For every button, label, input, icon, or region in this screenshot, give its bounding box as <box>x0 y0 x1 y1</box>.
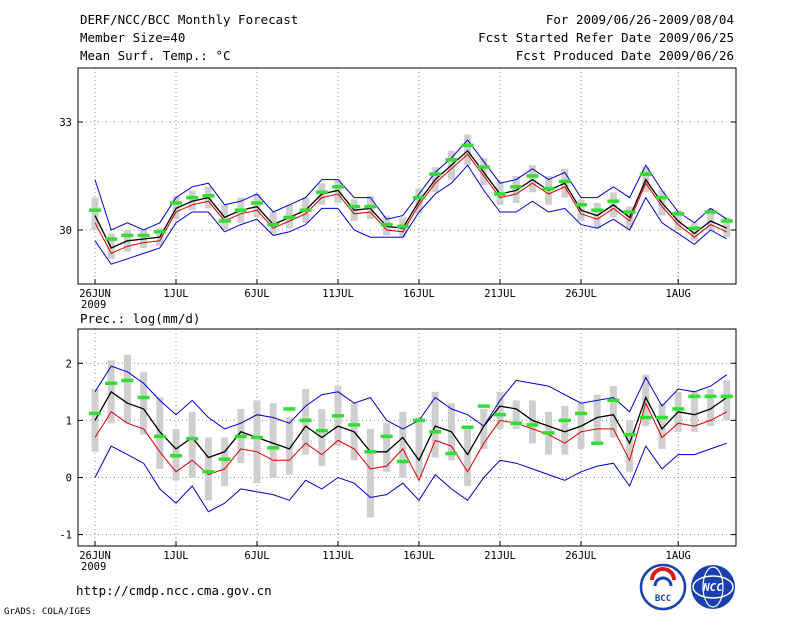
plot-frame <box>77 67 737 285</box>
x-tick-label: 6JUL <box>244 288 269 300</box>
range-bar <box>609 386 617 438</box>
upper-envelope-line <box>94 139 728 231</box>
range-bar <box>707 388 715 427</box>
range-bar <box>431 391 439 458</box>
upper-envelope-line <box>94 365 728 430</box>
ncc-logo-text: NCC <box>702 581 723 594</box>
x-tick-label: 1JUL <box>163 550 188 562</box>
x-tick-label: 16JUL <box>403 288 435 300</box>
range-bar <box>496 391 504 429</box>
range-bar <box>399 411 407 478</box>
range-bar <box>253 400 261 484</box>
bcc-logo-text: BCC <box>655 594 671 604</box>
bcc-logo: BCC <box>639 563 687 611</box>
range-bar <box>690 222 698 241</box>
x-tick-label: 1AUG <box>666 288 691 300</box>
range-bar <box>723 217 731 238</box>
range-bar <box>140 371 148 435</box>
ensemble-mean-line <box>94 149 728 249</box>
range-bar <box>464 134 472 166</box>
range-bar <box>626 420 634 472</box>
ncc-logo: NCC <box>691 565 735 609</box>
grads-credit: GrADS: COLA/IGES <box>4 607 91 617</box>
x-tick-label: 26JUN <box>79 550 111 562</box>
x-tick-year: 2009 <box>81 561 106 573</box>
range-bar <box>561 406 569 455</box>
x-tick-label: 1AUG <box>666 550 691 562</box>
range-bar <box>107 233 115 259</box>
range-bar <box>658 403 666 449</box>
header-variable: Mean Surf. Temp.: °C <box>80 48 231 63</box>
header-title: DERF/NCC/BCC Monthly Forecast <box>80 12 298 27</box>
median-line <box>94 153 728 255</box>
range-bar <box>690 391 698 432</box>
range-bar <box>188 411 196 478</box>
range-bar <box>253 194 261 218</box>
y-tick-label: 0 <box>66 472 72 484</box>
range-bar <box>723 380 731 421</box>
range-bar <box>528 165 536 193</box>
header-start-date: Fcst Started Refer Date 2009/06/25 <box>478 30 734 45</box>
range-bar <box>204 437 212 501</box>
x-tick-label: 26JUL <box>565 288 597 300</box>
range-bar <box>528 400 536 444</box>
y-tick-label: 2 <box>66 358 72 370</box>
range-bar <box>269 403 277 478</box>
x-tick-label: 6JUL <box>244 550 269 562</box>
range-bar <box>366 428 374 518</box>
plot-frame <box>77 328 737 547</box>
x-tick-label: 16JUL <box>403 550 435 562</box>
range-bar <box>415 417 423 478</box>
y-tick-label: -1 <box>59 530 72 542</box>
x-tick-label: 11JUL <box>322 288 354 300</box>
x-tick-label: 26JUN <box>79 288 111 300</box>
range-bar <box>221 437 229 487</box>
range-bar <box>464 428 472 487</box>
x-tick-label: 21JUL <box>484 288 516 300</box>
y-tick-label: 1 <box>66 415 72 427</box>
x-tick-label: 11JUL <box>322 550 354 562</box>
precip-panel-title: Prec.: log(mm/d) <box>80 311 200 326</box>
footer-url: http://cmdp.ncc.cma.gov.cn <box>76 583 272 598</box>
header-produced-date: Fcst Produced Date 2009/06/26 <box>516 48 734 63</box>
lower-envelope-line <box>94 164 728 265</box>
range-bar <box>156 397 164 469</box>
x-tick-label: 21JUL <box>484 550 516 562</box>
range-bar <box>707 208 715 230</box>
range-bar <box>188 190 196 211</box>
range-bar <box>123 354 131 424</box>
range-bar <box>480 408 488 449</box>
range-bar <box>91 197 99 230</box>
range-bar <box>642 374 650 427</box>
range-bar <box>383 423 391 472</box>
ensemble-mean-line <box>94 390 728 462</box>
header-period: For 2009/06/26-2009/08/04 <box>546 12 734 27</box>
x-tick-label: 26JUL <box>565 550 597 562</box>
lower-envelope-line <box>94 442 727 513</box>
range-bar <box>172 195 180 220</box>
x-tick-label: 1JUL <box>163 288 188 300</box>
y-tick-label: 30 <box>59 225 72 237</box>
y-tick-label: 33 <box>59 117 72 129</box>
range-bar <box>593 394 601 444</box>
range-bar <box>285 417 293 475</box>
header-member-size: Member Size=40 <box>80 30 185 45</box>
range-bar <box>269 212 277 234</box>
median-line <box>94 401 728 482</box>
x-tick-year: 2009 <box>81 299 106 311</box>
range-bar <box>512 176 520 203</box>
range-bar <box>512 400 520 429</box>
